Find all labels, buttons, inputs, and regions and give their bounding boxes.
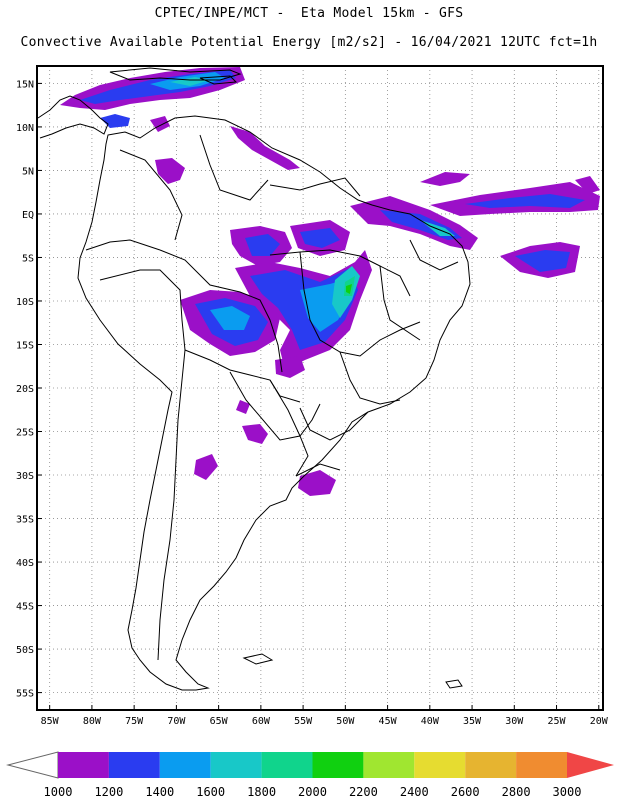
lon-tick-label: 55W	[294, 716, 313, 727]
cape-area-colombia	[155, 158, 185, 184]
central-america-coastline	[37, 95, 109, 139]
border-brazil-states-6	[299, 407, 369, 441]
colorbar-box	[516, 752, 567, 778]
colorbar-label: 2600	[451, 785, 480, 799]
lat-tick-label: 5S	[22, 253, 34, 264]
lon-tick-label: 65W	[210, 716, 229, 727]
lat-tick-label: 30S	[16, 471, 34, 482]
lat-tick-label: 50S	[16, 645, 34, 656]
lon-tick-label: 75W	[125, 716, 144, 727]
border-brazil-states-3	[339, 351, 401, 405]
colorbar-box	[261, 752, 313, 778]
cape-area-uruguay	[298, 470, 336, 496]
colorbar-label: 2400	[400, 785, 429, 799]
cape-area-chaco	[242, 424, 268, 444]
cuba-coastline	[109, 67, 242, 81]
map-gridlines	[37, 66, 603, 710]
lon-tick-label: 45W	[379, 716, 398, 727]
border-venezuela	[199, 134, 269, 201]
lon-tick-label: 25W	[548, 716, 567, 727]
colorbar-label: 1400	[145, 785, 174, 799]
cape-area-parana	[236, 400, 250, 414]
colorbar-label: 2200	[349, 785, 378, 799]
lat-tick-label: 15N	[16, 79, 34, 90]
colorbar-label: 3000	[553, 785, 582, 799]
lat-tick-label: 45S	[16, 602, 34, 613]
border-peru	[99, 269, 186, 351]
lat-tick-label: 40S	[16, 558, 34, 569]
colorbar-under-arrow	[6, 751, 59, 779]
border-chile	[157, 349, 186, 661]
colorbar-label: 1800	[247, 785, 276, 799]
colorbar-boxes	[6, 751, 614, 779]
border-brazil-states-4	[379, 265, 421, 341]
cape-area-argentina	[194, 454, 218, 480]
lat-tick-label: 5N	[22, 166, 34, 177]
cape-area-central-w-hot	[210, 306, 250, 330]
cape-area-atlantic-s-core	[515, 250, 570, 272]
colorbar-box	[363, 752, 415, 778]
lon-tick-label: 35W	[463, 716, 482, 727]
lon-tick-label: 60W	[252, 716, 271, 727]
border-colombia	[119, 149, 183, 241]
colorbar-box	[159, 752, 211, 778]
border-guianas	[269, 177, 361, 197]
cape-map: 15N 10N 5N EQ 5S 10S 15S 20S 25S 30S 35S 40S 45S 50S 5…	[16, 65, 609, 727]
colorbar-label: 1600	[196, 785, 225, 799]
cape-area-pantanal	[275, 356, 305, 378]
colorbar-box	[414, 752, 466, 778]
lat-tick-label: 10S	[16, 297, 34, 308]
cape-area-atlantic-n	[420, 172, 470, 186]
cape-field	[60, 67, 600, 496]
lon-tick-label: 85W	[41, 716, 60, 727]
colorbar-box	[465, 752, 517, 778]
map-title: CPTEC/INPE/MCT - Eta Model 15km - GFS	[154, 6, 464, 21]
lat-tick-label: 35S	[16, 515, 34, 526]
cape-area-venezuela	[230, 126, 300, 170]
colorbar-box	[108, 752, 160, 778]
colorbar-label: 2000	[298, 785, 327, 799]
colorbar-over-arrow	[567, 752, 614, 778]
cape-area-tocantins-max	[346, 284, 352, 294]
cape-area-caribbean-peak	[170, 77, 210, 86]
hispaniola-coastline	[199, 75, 238, 85]
colorbar-label: 1000	[44, 785, 73, 799]
map-subtitle: Convective Available Potential Energy [m…	[20, 35, 598, 50]
south-america-coastline	[77, 115, 471, 691]
lat-tick-label: EQ	[22, 210, 34, 221]
border-brazil-west	[159, 249, 283, 373]
colorbar-labels: 1000 1200 1400 1600 1800 2000 2200 2400 2600 2800…	[44, 785, 582, 799]
border-uruguay	[295, 463, 341, 477]
border-brazil-states-5	[409, 239, 459, 271]
lon-tick-label: 20W	[590, 716, 609, 727]
lon-tick-label: 50W	[336, 716, 355, 727]
lon-tick-label: 80W	[83, 716, 102, 727]
colorbar: 1000 1200 1400 1600 1800 2000 2200 2400 2600 2800…	[6, 751, 614, 799]
lon-tick-label: 30W	[505, 716, 524, 727]
cape-area-atlantic-ne	[575, 176, 600, 194]
south-georgia	[445, 679, 463, 689]
cape-area-amazon-w-core	[245, 234, 280, 256]
border-argentina	[229, 371, 309, 477]
colorbar-box	[58, 752, 109, 778]
colorbar-label: 2800	[502, 785, 531, 799]
lon-tick-label: 40W	[421, 716, 440, 727]
lon-tick-label: 70W	[167, 716, 186, 727]
lat-tick-label: 20S	[16, 384, 34, 395]
lat-tick-label: 15S	[16, 340, 34, 351]
colorbar-box	[210, 752, 262, 778]
lat-tick-label: 55S	[16, 689, 34, 700]
colorbar-label: 1200	[94, 785, 123, 799]
cape-area-atlantic-eq-core	[465, 194, 585, 208]
coastlines	[37, 67, 471, 691]
axis-labels: 15N 10N 5N EQ 5S 10S 15S 20S 25S 30S 35S 40S 45S 50S 5…	[16, 79, 609, 727]
map-frame-bg	[37, 66, 603, 710]
lat-tick-label: 10N	[16, 123, 34, 134]
cape-area-amazon-c-core	[300, 228, 340, 248]
lat-tick-label: 25S	[16, 428, 34, 439]
border-ecuador	[85, 239, 161, 251]
colorbar-box	[312, 752, 364, 778]
cape-area-colombia-n	[150, 116, 170, 132]
falklands	[242, 653, 274, 665]
